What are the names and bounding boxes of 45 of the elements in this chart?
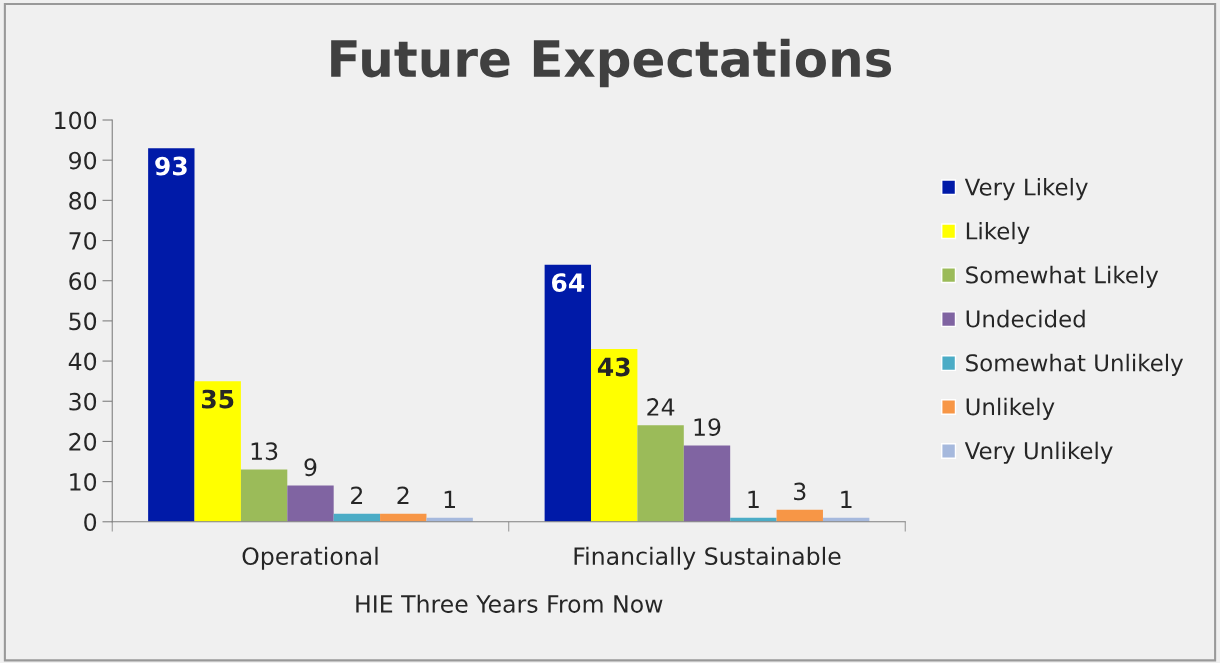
y-tick-label: 80 [69,191,97,210]
y-tick-label: 90 [69,151,97,170]
legend-label: Unlikely [966,397,1055,420]
data-label: 93 [155,156,187,176]
bar [148,148,195,522]
y-tick-label: 100 [55,111,97,130]
data-label: 24 [647,398,675,416]
legend-label: Somewhat Likely [966,265,1159,289]
x-tick-label: Financially Sustainable [574,546,841,570]
bar [194,381,241,522]
data-label: 1 [444,490,455,509]
data-label: 2 [397,486,409,505]
data-label: 1 [748,490,759,509]
bar [637,425,684,522]
x-axis-title: HIE Three Years From Now [356,594,663,613]
data-label: 9 [304,458,317,477]
y-tick-label: 50 [69,312,97,331]
legend-label: Very Likely [964,177,1088,201]
data-label: 35 [201,389,234,409]
y-tick-label: 40 [68,352,97,371]
data-label: 64 [551,273,585,293]
bar [544,264,592,522]
y-tick-label: 0 [84,513,97,532]
data-label: 1 [841,490,852,509]
legend-label: Undecided [966,309,1085,328]
y-tick-label: 70 [69,231,97,250]
y-tick-label: 30 [69,392,97,411]
chart-title: Future Expectations [331,38,892,88]
data-label: 2 [351,486,363,505]
data-label: 3 [794,482,806,501]
y-tick-label: 10 [70,473,97,491]
legend-label: Likely [966,221,1030,245]
y-tick-label: 60 [69,272,97,291]
legend-label: Very Unlikely [964,441,1113,464]
x-tick-label: Operational [242,546,378,570]
bar [287,485,334,522]
bar [683,445,731,522]
legend-label: Somewhat Unlikely [966,353,1184,376]
bar [591,349,638,522]
y-tick-label: 20 [69,432,97,451]
data-label: 43 [597,357,630,377]
bar [240,469,288,522]
data-label: 13 [251,442,278,461]
data-label: 19 [694,418,721,437]
bar [776,509,823,522]
